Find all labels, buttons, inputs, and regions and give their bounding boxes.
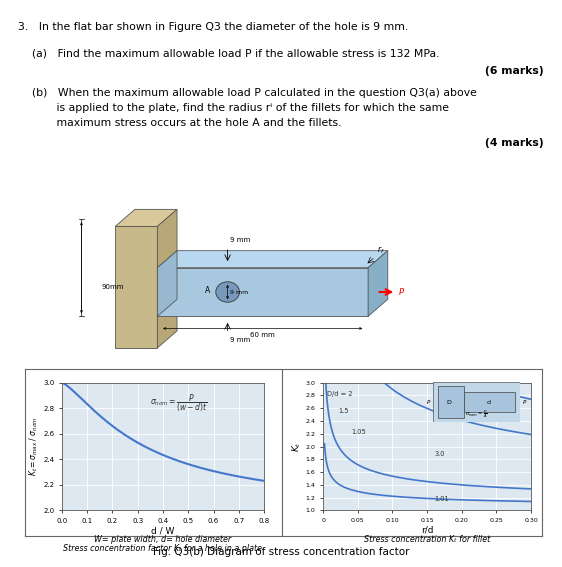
Polygon shape xyxy=(115,226,157,348)
Polygon shape xyxy=(157,268,368,316)
Polygon shape xyxy=(368,251,388,316)
Text: P: P xyxy=(427,400,430,404)
Text: P: P xyxy=(523,400,526,404)
Text: (b)   When the maximum allowable load P calculated in the question Q3(a) above: (b) When the maximum allowable load P ca… xyxy=(18,88,477,98)
Text: $\sigma_{nom} = \dfrac{P}{(w-d)t}$: $\sigma_{nom} = \dfrac{P}{(w-d)t}$ xyxy=(150,392,208,414)
Text: $\sigma_{nom}=\frac{P}{A}$: $\sigma_{nom}=\frac{P}{A}$ xyxy=(465,408,488,420)
Text: $r_f$: $r_f$ xyxy=(377,244,384,256)
X-axis label: r/d: r/d xyxy=(421,526,433,535)
Text: 1.01: 1.01 xyxy=(434,497,448,502)
Polygon shape xyxy=(115,209,177,226)
Polygon shape xyxy=(438,387,464,417)
Text: 60 mm: 60 mm xyxy=(250,332,275,338)
Polygon shape xyxy=(157,251,177,316)
Text: 90mm: 90mm xyxy=(101,284,124,290)
Polygon shape xyxy=(157,209,177,348)
Text: D: D xyxy=(446,400,451,404)
Text: 9 mm: 9 mm xyxy=(230,290,248,294)
Text: (6 marks): (6 marks) xyxy=(486,66,544,76)
Polygon shape xyxy=(157,251,388,268)
Text: A: A xyxy=(205,286,211,295)
FancyBboxPatch shape xyxy=(433,382,520,422)
Y-axis label: $K_t = \sigma_{max}\ /\ \sigma_{nom}$: $K_t = \sigma_{max}\ /\ \sigma_{nom}$ xyxy=(28,417,40,476)
Text: 3.   In the flat bar shown in Figure Q3 the diameter of the hole is 9 mm.: 3. In the flat bar shown in Figure Q3 th… xyxy=(18,22,408,32)
Text: d: d xyxy=(487,400,491,404)
Text: maximum stress occurs at the hole A and the fillets.: maximum stress occurs at the hole A and … xyxy=(18,118,342,128)
Text: 9 mm: 9 mm xyxy=(230,337,251,343)
Text: Stress concentration Kₜ for fillet: Stress concentration Kₜ for fillet xyxy=(364,535,490,544)
Text: 1.05: 1.05 xyxy=(351,429,366,435)
Text: Fig. Q3(b) Diagram of stress concentration factor: Fig. Q3(b) Diagram of stress concentrati… xyxy=(153,547,409,557)
Text: FIG. Q3(a). Flat bar: FIG. Q3(a). Flat bar xyxy=(73,369,153,378)
Y-axis label: $K_t$: $K_t$ xyxy=(290,441,303,452)
Text: 1.5: 1.5 xyxy=(338,408,349,414)
Text: is applied to the plate, find the radius rⁱ of the fillets for which the same: is applied to the plate, find the radius… xyxy=(18,103,449,113)
Text: D/d = 2: D/d = 2 xyxy=(327,391,352,397)
Circle shape xyxy=(216,282,239,302)
X-axis label: d / W: d / W xyxy=(151,527,175,536)
Polygon shape xyxy=(464,392,515,412)
Text: 9 mm: 9 mm xyxy=(230,238,251,243)
Text: Stress concentration factor Kₜ for a hole in a plate: Stress concentration factor Kₜ for a hol… xyxy=(64,544,262,553)
Text: P: P xyxy=(399,287,404,297)
Text: (a)   Find the maximum allowable load P if the allowable stress is 132 MPa.: (a) Find the maximum allowable load P if… xyxy=(18,48,439,58)
Text: 3.0: 3.0 xyxy=(434,451,445,457)
Text: W= plate width, d= hole diameter: W= plate width, d= hole diameter xyxy=(94,535,232,544)
Text: (4 marks): (4 marks) xyxy=(486,138,544,148)
